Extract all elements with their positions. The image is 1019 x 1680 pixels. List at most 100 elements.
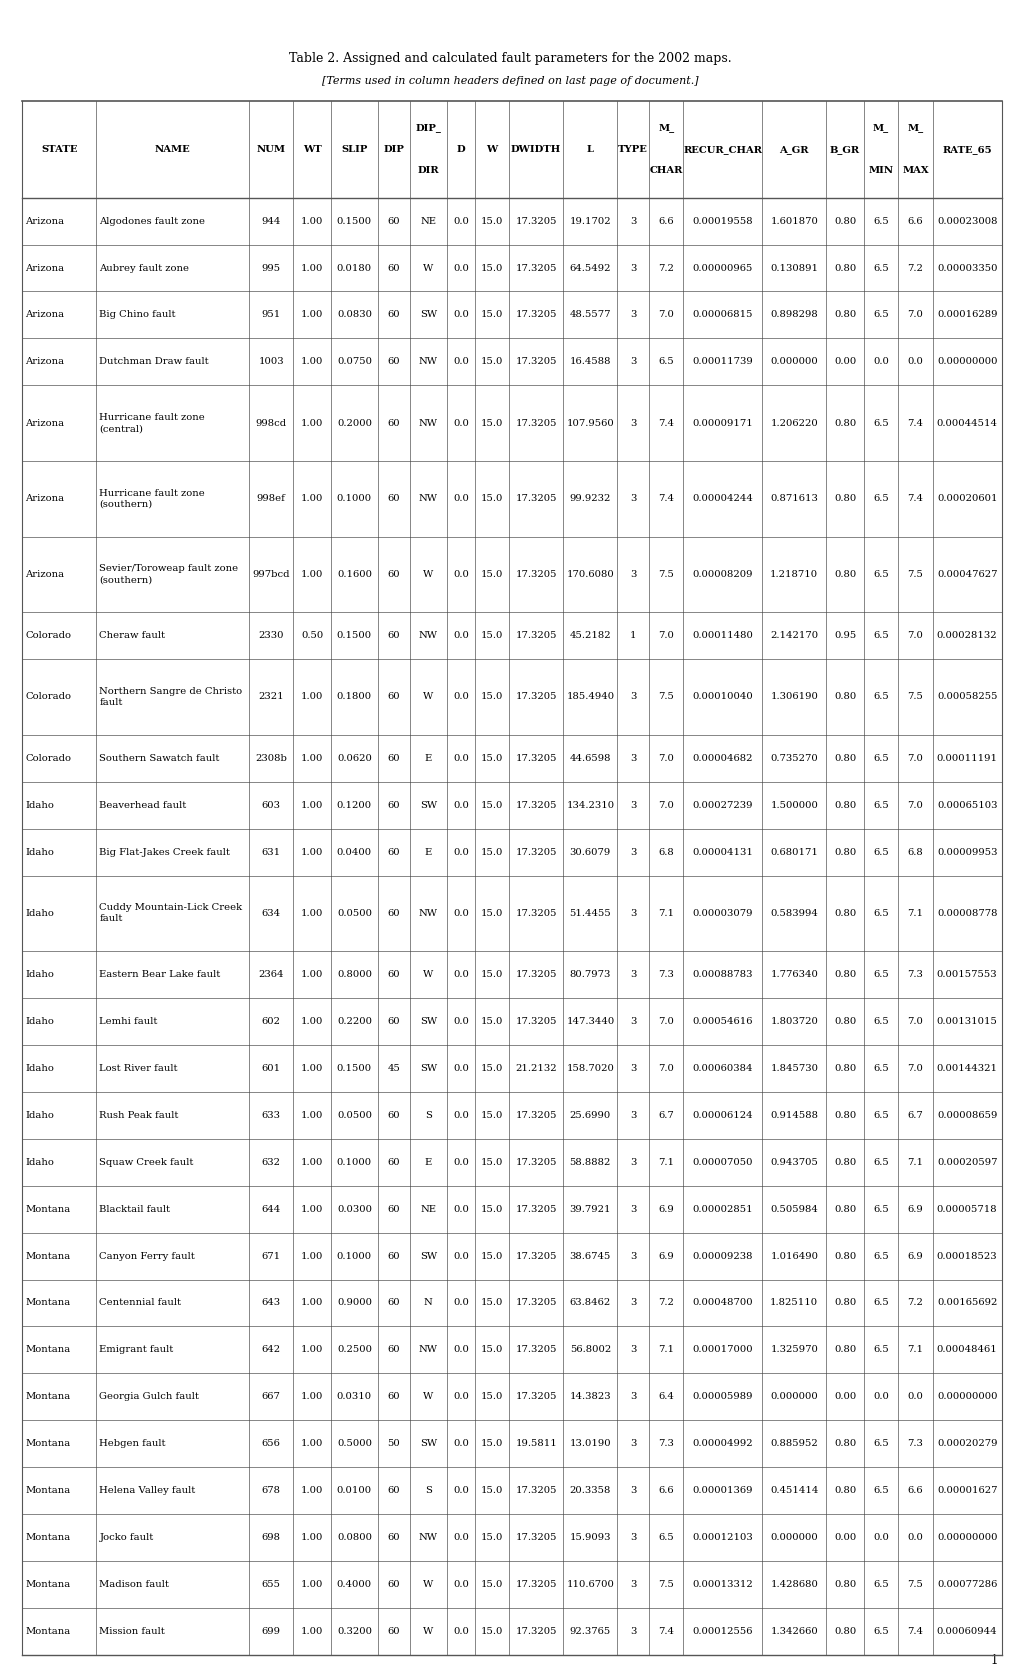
Text: 0.80: 0.80 [834,1579,855,1589]
Text: 0.0310: 0.0310 [336,1393,372,1401]
Text: 17.3205: 17.3205 [515,801,556,810]
Text: 0.00058255: 0.00058255 [936,692,997,702]
Text: 655: 655 [262,1579,280,1589]
Text: 0.00012103: 0.00012103 [692,1534,752,1542]
Text: 2.142170: 2.142170 [769,632,817,640]
Text: 0.00000000: 0.00000000 [936,1534,997,1542]
Text: 15.0: 15.0 [480,570,502,580]
Text: 0.95: 0.95 [834,632,855,640]
Text: 60: 60 [387,754,399,763]
Text: 38.6745: 38.6745 [569,1252,610,1260]
Text: 0.0: 0.0 [452,418,469,428]
Text: 15.0: 15.0 [480,969,502,979]
Text: 6.5: 6.5 [872,969,888,979]
Text: Arizona: Arizona [25,494,64,504]
Text: 3: 3 [630,1393,636,1401]
Text: 6.9: 6.9 [657,1205,674,1213]
Text: 1.306190: 1.306190 [769,692,817,702]
Text: Colorado: Colorado [25,632,71,640]
Text: 667: 667 [262,1393,280,1401]
Text: 0.00131015: 0.00131015 [935,1016,997,1026]
Text: W: W [423,969,433,979]
Text: 15.0: 15.0 [480,1487,502,1495]
Text: 45: 45 [387,1063,399,1074]
Text: NW: NW [419,909,437,917]
Text: 7.1: 7.1 [657,1158,674,1168]
Text: 15.0: 15.0 [480,1299,502,1307]
Text: NW: NW [419,1534,437,1542]
Bar [22,245,1001,291]
Text: 3: 3 [630,1158,636,1168]
Text: 64.5492: 64.5492 [569,264,610,272]
Text: 0.80: 0.80 [834,969,855,979]
Text: 7.0: 7.0 [907,311,922,319]
Text: Southern Sawatch fault: Southern Sawatch fault [99,754,219,763]
Text: 7.0: 7.0 [657,1063,674,1074]
Text: 0.0: 0.0 [452,1252,469,1260]
Text: 0.943705: 0.943705 [769,1158,817,1168]
Text: 3: 3 [630,418,636,428]
Text: 21.2132: 21.2132 [515,1063,556,1074]
Text: WT: WT [303,144,321,155]
Text: 17.3205: 17.3205 [515,1626,556,1636]
Text: 15.0: 15.0 [480,754,502,763]
Text: 7.5: 7.5 [657,1579,674,1589]
Text: 1.00: 1.00 [301,1440,323,1448]
Text: 17.3205: 17.3205 [515,1252,556,1260]
Text: 80.7973: 80.7973 [569,969,610,979]
Text: 60: 60 [387,692,399,702]
Text: 0.885952: 0.885952 [769,1440,817,1448]
Text: 0.00048700: 0.00048700 [692,1299,752,1307]
Text: 0.0: 0.0 [452,570,469,580]
Text: Dutchman Draw fault: Dutchman Draw fault [99,358,209,366]
Text: 0.0: 0.0 [452,1626,469,1636]
Text: DIP_: DIP_ [415,123,441,133]
Text: 0.00088783: 0.00088783 [692,969,752,979]
Text: 17.3205: 17.3205 [515,1205,556,1213]
Text: 6.5: 6.5 [872,1440,888,1448]
Text: 0.505984: 0.505984 [769,1205,817,1213]
Text: Jocko fault: Jocko fault [99,1534,154,1542]
Text: 6.6: 6.6 [657,217,674,225]
Text: 17.3205: 17.3205 [515,692,556,702]
Text: 0.1000: 0.1000 [336,494,372,504]
Text: 0.00017000: 0.00017000 [692,1346,752,1354]
Text: 15.0: 15.0 [480,692,502,702]
Text: 0.0620: 0.0620 [336,754,372,763]
Text: 0.871613: 0.871613 [769,494,817,504]
Text: 3: 3 [630,1016,636,1026]
Text: 1.428680: 1.428680 [769,1579,817,1589]
Text: 15.0: 15.0 [480,1626,502,1636]
Text: Montana: Montana [25,1487,70,1495]
Text: 0.00157553: 0.00157553 [935,969,997,979]
Text: SW: SW [420,1016,436,1026]
Text: 0.0: 0.0 [452,1534,469,1542]
Text: 0.80: 0.80 [834,494,855,504]
Text: Cheraw fault: Cheraw fault [99,632,165,640]
Text: 15.0: 15.0 [480,1063,502,1074]
Text: 6.5: 6.5 [872,1252,888,1260]
Text: RECUR_CHAR: RECUR_CHAR [683,144,761,155]
Text: 3: 3 [630,1063,636,1074]
Text: 1.500000: 1.500000 [769,801,817,810]
Text: 0.914588: 0.914588 [769,1110,817,1121]
Text: E: E [424,1158,431,1168]
Text: 6.4: 6.4 [657,1393,674,1401]
Text: 2364: 2364 [258,969,283,979]
Text: 1.00: 1.00 [301,909,323,917]
Text: 1.00: 1.00 [301,570,323,580]
Text: 6.5: 6.5 [872,494,888,504]
Text: 107.9560: 107.9560 [566,418,613,428]
Text: 0.000000: 0.000000 [769,1393,817,1401]
Text: 60: 60 [387,1579,399,1589]
Text: 0.00023008: 0.00023008 [936,217,997,225]
Text: D: D [457,144,465,155]
Text: 0.00028132: 0.00028132 [935,632,997,640]
Text: 6.5: 6.5 [872,1346,888,1354]
Text: 0.80: 0.80 [834,1063,855,1074]
Text: Arizona: Arizona [25,358,64,366]
Text: 7.0: 7.0 [907,801,922,810]
Text: 998ef: 998ef [257,494,285,504]
Text: 1.00: 1.00 [301,494,323,504]
Text: MAX: MAX [901,166,928,175]
